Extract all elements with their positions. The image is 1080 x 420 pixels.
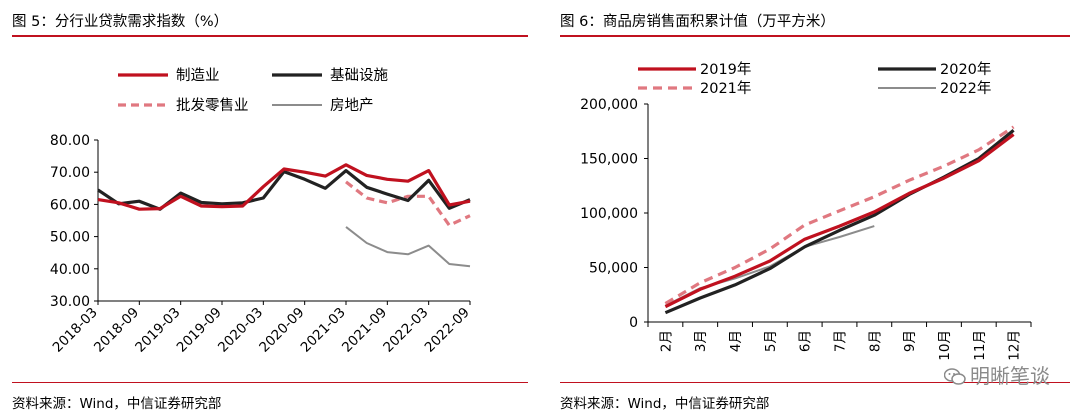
watermark: 明晰笔谈 <box>944 360 1050 389</box>
series-line-3 <box>664 225 875 307</box>
chart-title: 图 6：商品房销售面积累计值（万平方米） <box>560 14 835 30</box>
x-tick-label: 8月 <box>867 330 883 352</box>
y-tick-label: 50.00 <box>50 230 90 246</box>
source-divider <box>12 382 528 383</box>
chart-title: 图 5：分行业贷款需求指数（%） <box>12 14 229 30</box>
y-tick-label: 70.00 <box>50 165 90 181</box>
title-divider <box>12 35 528 37</box>
y-tick-label: 200,000 <box>580 97 638 113</box>
y-tick-label: 100,000 <box>580 206 638 222</box>
x-tick-label: 2019-03 <box>132 305 183 356</box>
x-tick-label: 2021-09 <box>339 305 390 356</box>
source-note: 资料来源：Wind，中信证券研究部 <box>560 396 770 412</box>
series-lines <box>664 125 1015 315</box>
x-tick-label: 2018-03 <box>50 305 101 356</box>
chart-panel-right: 图 6：商品房销售面积累计值（万平方米） 0 50,000 100,000 150,0… <box>548 0 1080 420</box>
watermark-text: 明晰笔谈 <box>970 364 1050 388</box>
x-tick-label: 3月 <box>693 330 709 352</box>
x-tick-label: 2020-03 <box>215 305 266 356</box>
x-tick-label: 11月 <box>972 330 988 361</box>
x-tick-label: 9月 <box>902 330 918 352</box>
series-line-2 <box>345 180 471 227</box>
chart-panel-left: 图 5：分行业贷款需求指数（%） 30.00 40.00 50.00 60.00 70.… <box>0 0 538 420</box>
title-divider <box>560 35 1070 37</box>
series-line-3 <box>345 226 471 268</box>
y-tick-label: 0 <box>629 315 638 331</box>
x-tick-label: 2020-09 <box>256 305 307 356</box>
legend-label: 房地产 <box>330 97 374 114</box>
series-line-0 <box>664 133 1015 309</box>
x-tick-label: 4月 <box>728 330 744 352</box>
y-tick-label: 80.00 <box>50 133 90 149</box>
y-tick-label: 40.00 <box>50 262 90 278</box>
legend-label: 2019年 <box>700 61 751 78</box>
loan-demand-chart: 30.0040.0050.0060.0070.0080.002018-03201… <box>50 67 473 356</box>
x-tick-label: 2022-09 <box>422 305 473 356</box>
source-divider <box>560 382 1070 383</box>
legend-label: 2020年 <box>940 61 991 78</box>
legend-label: 制造业 <box>176 67 220 84</box>
x-tick-label: 10月 <box>937 330 953 361</box>
y-tick-label: 150,000 <box>580 152 638 168</box>
legend-label: 批发零售业 <box>176 97 249 114</box>
axes: 0 50,000 100,000 150,000 200,000 2月 3月 4月 5月 6月 7月… <box>580 97 1032 361</box>
x-tick-label: 2022-03 <box>380 305 431 356</box>
x-tick-label: 5月 <box>763 330 779 352</box>
legend-label: 2022年 <box>940 80 991 97</box>
series-line-0 <box>97 163 471 211</box>
x-tick-label: 2021-03 <box>298 305 349 356</box>
series-line-2 <box>664 125 1015 305</box>
wechat-icon <box>944 368 966 385</box>
x-tick-label: 2019-09 <box>174 305 225 356</box>
housing-sales-chart: 0 50,000 100,000 150,000 200,000 2月 3月 4月 5月 6月 7月… <box>580 61 1032 361</box>
legend-label: 基础设施 <box>330 67 388 84</box>
source-note: 资料来源：Wind，中信证券研究部 <box>12 396 222 412</box>
y-tick-label: 30.00 <box>50 294 90 310</box>
y-tick-label: 60.00 <box>50 197 90 213</box>
x-tick-label: 2018-09 <box>91 305 142 356</box>
legend: 2019年 2020年 2021年 2022年 <box>638 61 991 97</box>
legend-label: 2021年 <box>700 80 751 97</box>
x-tick-label: 12月 <box>1007 330 1023 361</box>
x-tick-label: 2月 <box>658 330 674 352</box>
x-tick-label: 7月 <box>833 330 849 352</box>
series-lines <box>97 163 471 268</box>
axes: 30.0040.0050.0060.0070.0080.002018-03201… <box>50 133 473 356</box>
x-tick-label: 6月 <box>798 330 814 352</box>
y-tick-label: 50,000 <box>589 261 638 277</box>
